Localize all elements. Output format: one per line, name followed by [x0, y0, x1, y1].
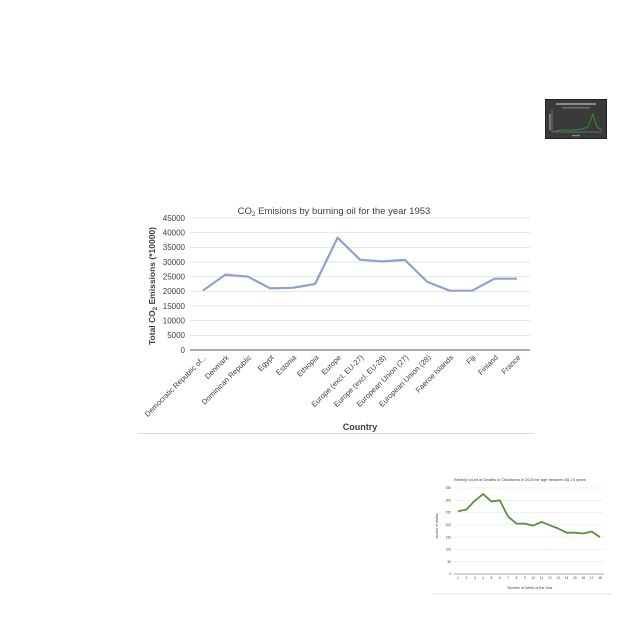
mini-chart-series-line — [457, 493, 601, 538]
main-chart-y-tick-label: 45000 — [163, 214, 186, 223]
main-chart-x-tick-label: France — [500, 353, 523, 376]
main-chart-y-tick-label: 35000 — [163, 243, 186, 252]
mini-chart-x-tick-label: 11 — [540, 576, 544, 580]
mini-chart-y-tick-label: 200 — [446, 523, 452, 527]
mini-chart-x-tick-label: 18 — [598, 576, 602, 580]
mini-chart-x-tick-label: 6 — [499, 576, 501, 580]
main-chart-y-tick-label: 5000 — [167, 331, 185, 340]
main-chart-gridlines — [190, 217, 530, 351]
mini-chart-x-tick-label: 5 — [491, 576, 493, 580]
main-chart-x-tick-label: Finland — [476, 353, 500, 377]
mini-chart-x-tick-label: 12 — [548, 576, 552, 580]
mini-chart-x-tick-labels: 1 2 3 4 5 6 7 8 9 10 11 12 13 14 15 16 17 18 — [457, 576, 602, 580]
mini-chart-x-axis-label: Number of Week of the Year — [507, 586, 553, 590]
main-chart-y-tick-label: 30000 — [163, 258, 186, 267]
mini-chart-x-tick-label: 10 — [531, 576, 535, 580]
main-chart-y-tick-label: 15000 — [163, 302, 186, 311]
main-chart-x-tick-label: Ethiopia — [295, 352, 321, 378]
main-chart-x-axis-label: Country — [343, 422, 378, 432]
mini-chart-x-tick-label: 1 — [457, 576, 459, 580]
mini-chart-x-tick-label: 17 — [590, 576, 594, 580]
mini-chart-x-tick-label: 15 — [573, 576, 577, 580]
main-chart-y-tick-label: 10000 — [163, 316, 186, 325]
main-chart-series-line — [202, 236, 517, 292]
mini-chart-y-tick-labels: 0 50 100 150 200 250 300 350 — [446, 486, 452, 576]
main-chart-x-tick-label: Egypt — [256, 352, 277, 373]
main-chart-y-axis-label: Total CO2 Emissions (*10000) — [147, 227, 159, 345]
mini-chart-y-tick-label: 250 — [446, 511, 452, 515]
main-chart-title: CO2 Emisions by burning oil for the year… — [238, 206, 431, 218]
dark-chart-thumbnail — [545, 99, 607, 139]
main-chart-x-tick-label: Democratic Republic of... — [143, 353, 209, 419]
mini-chart-x-tick-label: 16 — [582, 576, 586, 580]
oklahoma-deaths-chart: Weekly count of Deaths in Oklahoma in 20… — [432, 477, 612, 595]
mini-chart-x-tick-label: 8 — [516, 576, 518, 580]
thumbnail-series-line — [553, 112, 603, 132]
mini-chart-y-tick-label: 350 — [446, 486, 452, 490]
mini-chart-x-tick-label: 13 — [556, 576, 560, 580]
main-chart-y-tick-label: 0 — [181, 346, 186, 355]
mini-chart-y-tick-label: 150 — [446, 535, 452, 539]
mini-chart-y-tick-label: 0 — [449, 572, 451, 576]
mini-chart-x-tick-label: 9 — [524, 576, 526, 580]
mini-chart-x-tick-label: 3 — [474, 576, 476, 580]
thumbnail-xlabel-bar — [572, 135, 580, 137]
mini-chart-title: Weekly count of Deaths in Oklahoma in 20… — [454, 477, 586, 482]
thumbnail-title-bar — [556, 103, 596, 105]
mini-chart-x-tick-label: 14 — [565, 576, 569, 580]
mini-chart-y-tick-label: 50 — [447, 560, 451, 564]
main-chart-y-tick-labels: 0 5000 10000 15000 20000 25000 30000 35000 40000… — [163, 214, 186, 355]
main-chart-x-tick-label: Fiji — [464, 353, 477, 366]
mini-chart-x-tick-label: 2 — [465, 576, 467, 580]
mini-chart-y-tick-label: 100 — [446, 548, 452, 552]
mini-chart-x-tick-label: 4 — [482, 576, 484, 580]
main-chart-x-tick-labels: Democratic Republic of...DenmarkDominica… — [143, 352, 523, 418]
mini-chart-y-tick-label: 300 — [446, 498, 452, 502]
mini-chart-gridlines — [454, 487, 604, 575]
mini-chart-y-axis-label: number of deaths — [435, 513, 439, 538]
thumbnail-subtitle-bar — [562, 107, 590, 109]
main-chart-y-tick-label: 25000 — [163, 272, 186, 281]
co2-emissions-chart: CO2 Emisions by burning oil for the year… — [143, 206, 530, 432]
main-chart-y-tick-label: 20000 — [163, 287, 186, 296]
dark-chart-thumbnail-graphic — [549, 103, 603, 137]
mini-chart-x-tick-label: 7 — [507, 576, 509, 580]
main-chart-y-tick-label: 40000 — [163, 228, 186, 237]
